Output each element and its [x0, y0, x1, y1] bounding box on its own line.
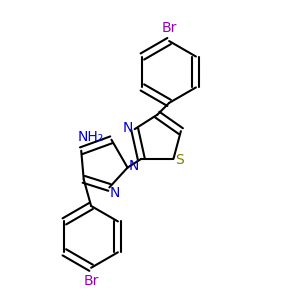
- Text: N: N: [110, 186, 120, 200]
- Text: N: N: [129, 159, 139, 173]
- Text: Br: Br: [161, 21, 177, 35]
- Text: Br: Br: [83, 274, 99, 288]
- Text: N: N: [123, 121, 134, 135]
- Text: S: S: [176, 153, 184, 167]
- Text: NH₂: NH₂: [78, 130, 104, 144]
